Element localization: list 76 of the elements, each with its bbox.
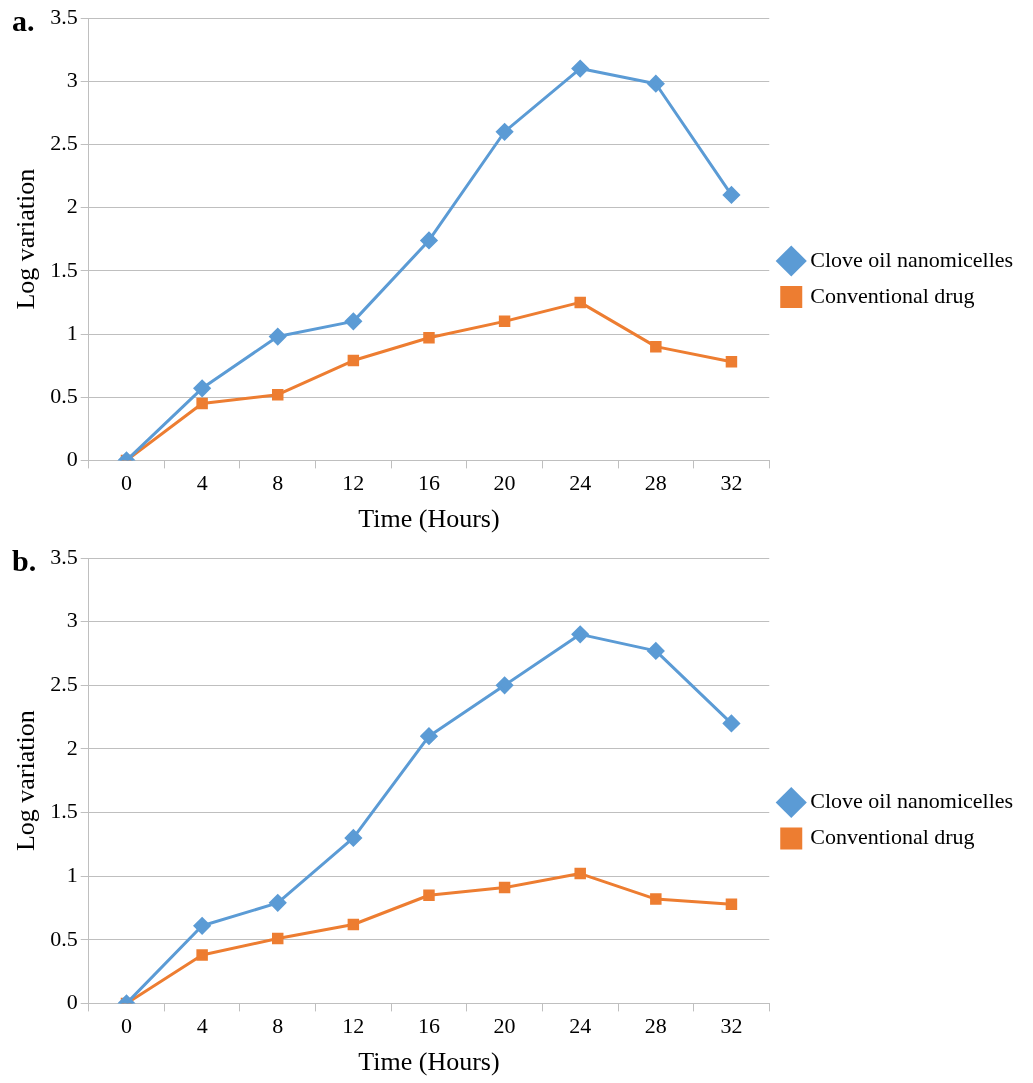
x-tick-label: 28 xyxy=(644,470,667,496)
x-tick-label: 0 xyxy=(121,1013,133,1039)
point xyxy=(347,918,360,931)
y-tick-label: 0 xyxy=(66,989,78,1015)
x-tick-label: 32 xyxy=(720,470,743,496)
point xyxy=(722,186,740,204)
point xyxy=(344,829,362,847)
point xyxy=(193,917,211,935)
point xyxy=(647,75,665,93)
y-tick-label: 3.5 xyxy=(50,3,78,29)
point xyxy=(571,625,589,643)
legend-label: Conventional drug xyxy=(810,824,975,850)
x-tick-label: 24 xyxy=(569,1013,592,1039)
y-axis-title: Log variation xyxy=(11,710,41,852)
point xyxy=(269,894,287,912)
x-tick-label: 20 xyxy=(493,1013,516,1039)
y-tick-label: 2 xyxy=(66,734,78,760)
y-tick-label: 2.5 xyxy=(50,671,78,697)
x-tick-label: 8 xyxy=(272,1013,284,1039)
point xyxy=(193,379,211,397)
legend-label: Clove oil nanomicelles xyxy=(810,246,1014,272)
x-tick-label: 12 xyxy=(342,1013,365,1039)
chart-title: b. xyxy=(12,544,37,578)
y-tick-label: 2 xyxy=(66,193,78,219)
x-tick-label: 8 xyxy=(272,470,284,496)
point xyxy=(347,354,360,367)
point xyxy=(650,893,662,905)
point xyxy=(498,881,511,894)
point xyxy=(423,889,435,901)
x-tick-label: 16 xyxy=(417,470,440,496)
x-tick-label: 4 xyxy=(196,470,208,496)
x-tick-label: 24 xyxy=(569,470,592,496)
point xyxy=(571,60,589,78)
x-tick-label: 12 xyxy=(342,470,365,496)
y-tick-label: 1.5 xyxy=(50,256,78,282)
point xyxy=(498,315,511,328)
point xyxy=(196,949,208,961)
x-tick-label: 32 xyxy=(720,1013,743,1039)
x-tick-label: 28 xyxy=(644,1013,667,1039)
chart-title: a. xyxy=(12,4,35,38)
point xyxy=(272,932,284,945)
y-tick-label: 1.5 xyxy=(50,798,78,824)
point xyxy=(496,123,514,141)
point xyxy=(420,727,438,745)
point xyxy=(272,388,284,401)
point xyxy=(496,676,514,694)
point xyxy=(647,642,665,660)
point xyxy=(574,296,586,309)
x-axis-title: Time (Hours) xyxy=(358,1047,500,1077)
point xyxy=(420,231,438,249)
y-axis-title: Log variation xyxy=(11,168,41,310)
point xyxy=(344,312,362,330)
x-tick-label: 0 xyxy=(121,470,133,496)
x-tick-label: 20 xyxy=(493,470,516,496)
y-tick-label: 0 xyxy=(66,446,78,472)
point xyxy=(650,340,662,353)
x-tick-label: 4 xyxy=(196,1013,208,1039)
y-tick-label: 2.5 xyxy=(50,130,78,156)
y-tick-label: 3.5 xyxy=(50,543,78,569)
y-tick-label: 1 xyxy=(66,861,78,887)
y-tick-label: 1 xyxy=(66,319,78,345)
y-tick-label: 0.5 xyxy=(50,925,78,951)
point xyxy=(423,332,435,344)
y-tick-label: 0.5 xyxy=(50,382,78,408)
y-tick-label: 3 xyxy=(66,607,78,633)
point xyxy=(574,867,586,880)
x-axis-title: Time (Hours) xyxy=(358,504,500,534)
legend-label: Clove oil nanomicelles xyxy=(810,788,1014,814)
point xyxy=(722,714,740,732)
point xyxy=(196,397,208,410)
legend-label: Conventional drug xyxy=(810,282,975,308)
point xyxy=(725,898,738,910)
x-tick-label: 16 xyxy=(417,1013,440,1039)
y-tick-label: 3 xyxy=(66,66,78,92)
point xyxy=(725,356,738,368)
point xyxy=(269,328,287,346)
